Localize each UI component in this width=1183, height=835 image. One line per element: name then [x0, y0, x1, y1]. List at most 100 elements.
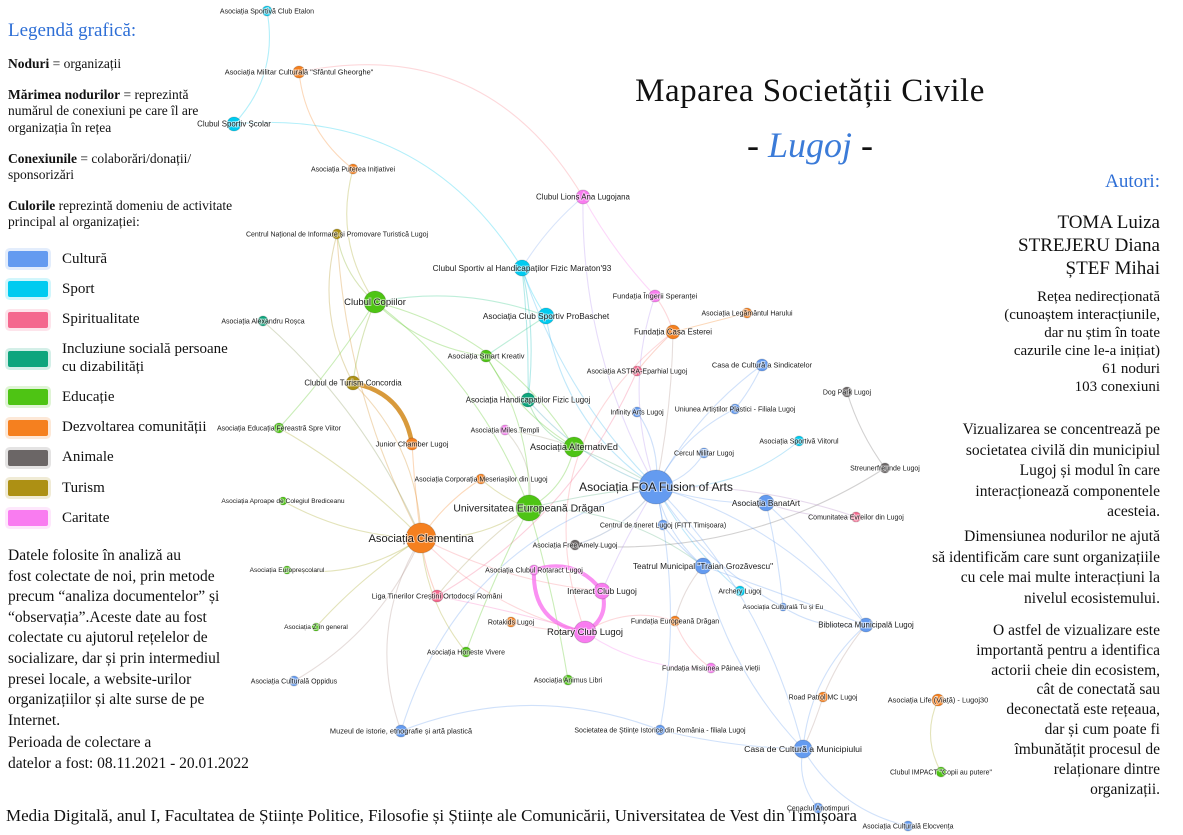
graph-edge — [436, 595, 586, 633]
graph-node[interactable] — [757, 494, 775, 512]
graph-node[interactable] — [394, 724, 408, 738]
graph-edge — [233, 121, 523, 269]
graph-node[interactable] — [858, 617, 874, 633]
graph-node[interactable] — [226, 116, 242, 132]
graph-edge — [374, 301, 487, 357]
graph-node-label: Clubul Lions Ana Lugojana — [536, 193, 630, 202]
graph-node-label: Universitatea Europeană Drăgan — [453, 504, 605, 515]
graph-node[interactable] — [573, 620, 597, 644]
legend-item-caritate: Caritate — [8, 510, 236, 527]
graph-node[interactable] — [593, 582, 611, 600]
graph-node[interactable] — [261, 5, 273, 17]
graph-node[interactable] — [311, 622, 321, 632]
subtitle-city-name: Lugoj — [767, 125, 853, 165]
graph-edge — [352, 301, 376, 384]
graph-node[interactable] — [430, 589, 444, 603]
graph-node[interactable] — [755, 358, 769, 372]
graph-node[interactable] — [331, 228, 343, 240]
graph-node[interactable] — [793, 739, 813, 759]
graph-node[interactable] — [879, 462, 891, 474]
legend-item-dezvoltare: Dezvoltarea comunității — [8, 419, 236, 436]
graph-edge — [521, 267, 529, 401]
graph-node-label: Centrul de tineret Lugoj (FITT Timișoara… — [600, 522, 726, 529]
graph-node[interactable] — [778, 602, 788, 612]
graph-node[interactable] — [817, 691, 829, 703]
graph-node[interactable] — [515, 494, 543, 522]
graph-edge — [298, 71, 354, 170]
graph-node-label: Asociația Alexandru Roșca — [221, 318, 304, 325]
graph-edge — [336, 233, 422, 539]
graph-node[interactable] — [569, 539, 581, 551]
legend-panel: Legendă grafică: Noduri = organizații Mă… — [8, 20, 236, 527]
graph-node[interactable] — [562, 674, 574, 686]
graph-node[interactable] — [648, 289, 662, 303]
graph-node[interactable] — [513, 259, 531, 277]
graph-node[interactable] — [705, 662, 717, 674]
graph-node[interactable] — [520, 392, 536, 408]
graph-node[interactable] — [698, 447, 710, 459]
graph-node[interactable] — [694, 557, 712, 575]
graph-node[interactable] — [363, 290, 387, 314]
graph-node[interactable] — [278, 496, 288, 506]
graph-node[interactable] — [563, 436, 585, 458]
graph-node[interactable] — [475, 473, 487, 485]
paragraph-importance: O astfel de vizualizare este importantă … — [976, 622, 1160, 798]
graph-edge — [420, 537, 603, 592]
legend-category-list: Cultură Sport Spiritualitate Incluziune soc… — [8, 251, 236, 528]
graph-node[interactable] — [273, 422, 285, 434]
graph-edge — [565, 331, 674, 633]
graph-node[interactable] — [288, 675, 300, 687]
graph-node-label: Asociația Life (Viață) - Lugoj30 — [888, 696, 989, 705]
graph-node[interactable] — [460, 646, 472, 658]
graph-edge — [929, 699, 942, 773]
graph-node[interactable] — [669, 615, 681, 627]
graph-node-label: Centrul Național de Informare și Promova… — [246, 231, 429, 238]
legend-label: Spiritualitate — [62, 311, 140, 327]
graph-node[interactable] — [935, 766, 947, 778]
graph-node[interactable] — [841, 386, 853, 398]
graph-node-label: Asociația FOA Fusion of Arts — [579, 480, 733, 494]
graph-edge — [655, 486, 804, 750]
graph-edge — [293, 537, 422, 682]
graph-node[interactable] — [631, 406, 643, 418]
graph-edge — [485, 355, 530, 509]
graph-node[interactable] — [345, 375, 361, 391]
graph-node-label: Asociația Militar Culturală "Sfântul Ghe… — [225, 68, 374, 77]
graph-node[interactable] — [850, 511, 862, 523]
legend-note-lead: Culorile — [8, 198, 56, 214]
graph-node[interactable] — [657, 519, 669, 531]
graph-node[interactable] — [812, 802, 824, 814]
graph-node[interactable] — [575, 189, 591, 205]
graph-node[interactable] — [741, 307, 753, 319]
graph-node[interactable] — [793, 435, 805, 447]
graph-node[interactable] — [902, 820, 914, 832]
graph-node-label: Infinity Arts Lugoj — [610, 409, 664, 416]
graph-edge — [655, 486, 784, 608]
graph-node[interactable] — [537, 307, 555, 325]
graph-node[interactable] — [654, 724, 666, 736]
graph-node[interactable] — [292, 65, 306, 79]
graph-node[interactable] — [499, 424, 511, 436]
legend-note-lead: Noduri — [8, 56, 50, 71]
graph-node[interactable] — [282, 565, 292, 575]
graph-edge — [233, 10, 270, 125]
graph-node[interactable] — [405, 437, 419, 451]
paragraph-node-size: Dimensiunea nodurilor ne ajută să identi… — [932, 528, 1160, 607]
graph-node[interactable] — [479, 349, 493, 363]
graph-node[interactable] — [638, 469, 674, 505]
legend-swatch-caritate — [8, 510, 48, 527]
graph-edge — [822, 624, 867, 698]
graph-node[interactable] — [528, 564, 540, 576]
graph-node[interactable] — [665, 324, 681, 340]
subtitle-dash-right: - — [852, 125, 874, 165]
graph-node[interactable] — [505, 616, 517, 628]
graph-node[interactable] — [729, 403, 741, 415]
graph-edge — [528, 507, 569, 681]
graph-node[interactable] — [931, 693, 945, 707]
graph-node[interactable] — [734, 585, 746, 597]
graph-node[interactable] — [405, 522, 437, 554]
graph-node[interactable] — [631, 365, 643, 377]
graph-node[interactable] — [347, 163, 359, 175]
graph-node[interactable] — [257, 315, 269, 327]
